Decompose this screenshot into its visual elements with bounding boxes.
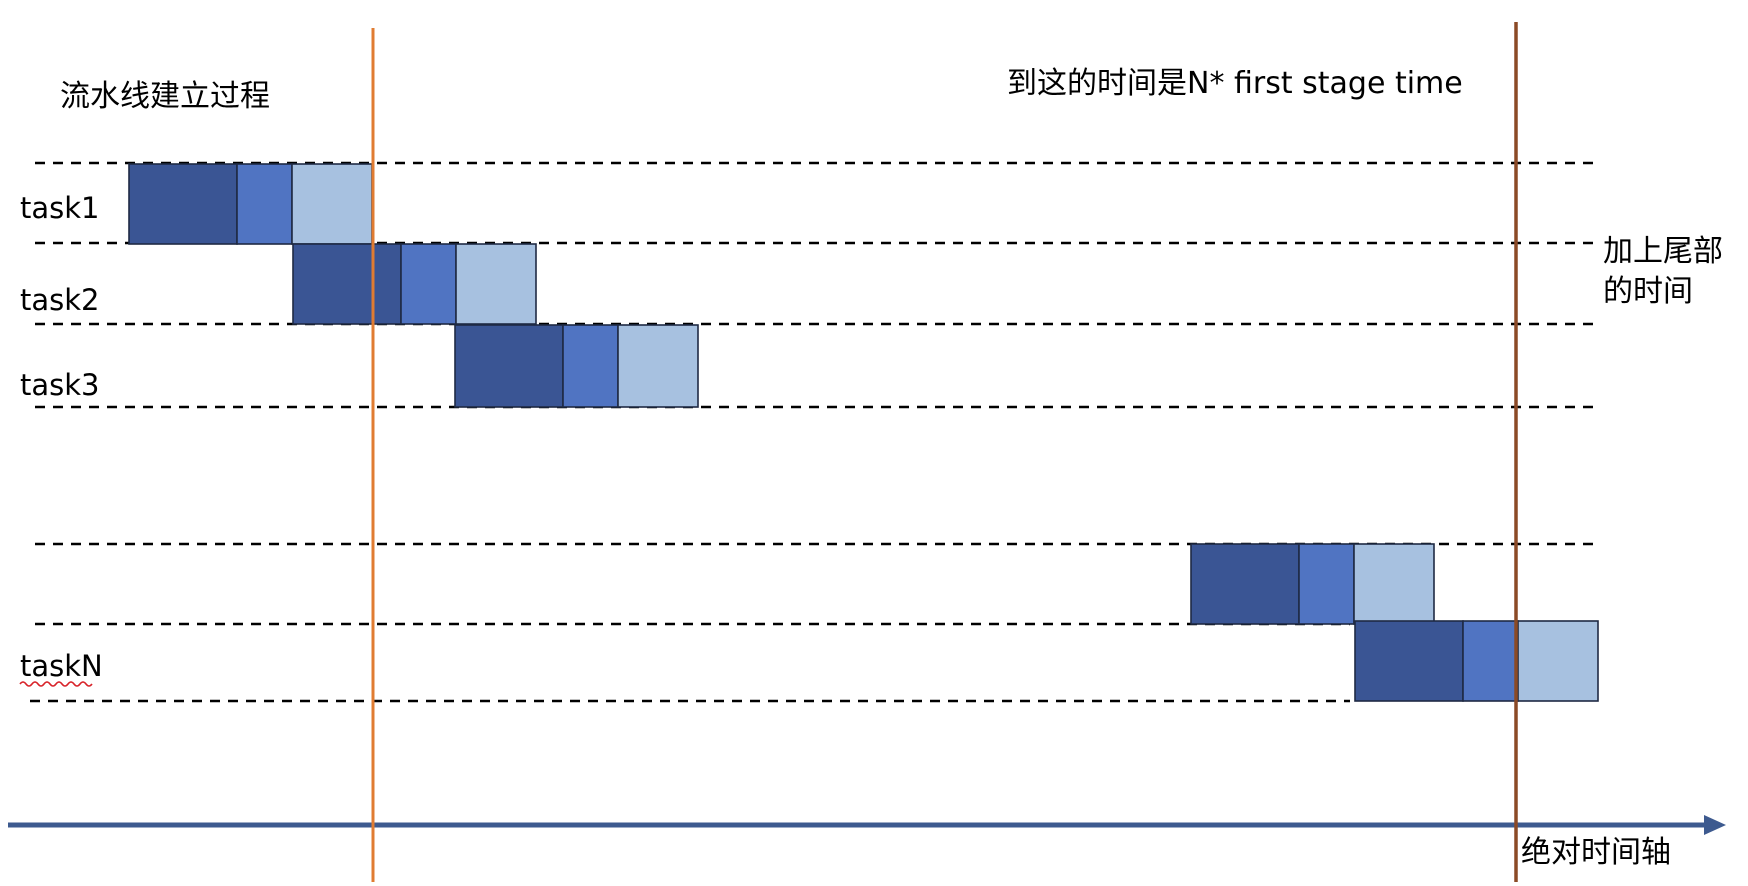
taskN-stage2-block <box>1462 620 1519 702</box>
task3-stage3-block <box>617 324 699 408</box>
taskN-stages <box>1354 620 1599 702</box>
taskN-stage3-block <box>1517 620 1599 702</box>
taskN-label: taskN <box>20 649 103 683</box>
tail-note-line1: 加上尾部 <box>1603 234 1723 269</box>
task2-stage1-block <box>292 243 402 325</box>
tail-note-line2: 的时间 <box>1603 274 1693 309</box>
taskN-minus-1-stage2-block <box>1298 543 1355 625</box>
top-note: 到这的时间是N* first stage time <box>1007 66 1463 101</box>
taskN-minus-1-stages <box>1190 543 1435 625</box>
spellcheck-squiggle <box>19 681 93 687</box>
time-axis-arrowhead-icon <box>1704 815 1726 835</box>
task2-stages <box>292 243 537 325</box>
task1-stage3-block <box>291 163 373 245</box>
task1-stages <box>128 163 373 245</box>
taskN-minus-1-stage3-block <box>1353 543 1435 625</box>
axis-label: 绝对时间轴 <box>1521 835 1671 870</box>
taskN-minus-1-stage1-block <box>1190 543 1300 625</box>
task1-label: task1 <box>20 191 100 225</box>
task2-stage2-block <box>400 243 457 325</box>
task1-stage1-block <box>128 163 238 245</box>
task3-label: task3 <box>20 368 100 402</box>
task1-stage2-block <box>236 163 293 245</box>
taskN-stage1-block <box>1354 620 1464 702</box>
task3-stage1-block <box>454 324 564 408</box>
diagram-title: 流水线建立过程 <box>60 79 270 114</box>
time-axis <box>8 815 1726 835</box>
task3-stages <box>454 324 699 408</box>
task2-label: task2 <box>20 283 100 317</box>
task3-stage2-block <box>562 324 619 408</box>
task2-stage3-block <box>455 243 537 325</box>
